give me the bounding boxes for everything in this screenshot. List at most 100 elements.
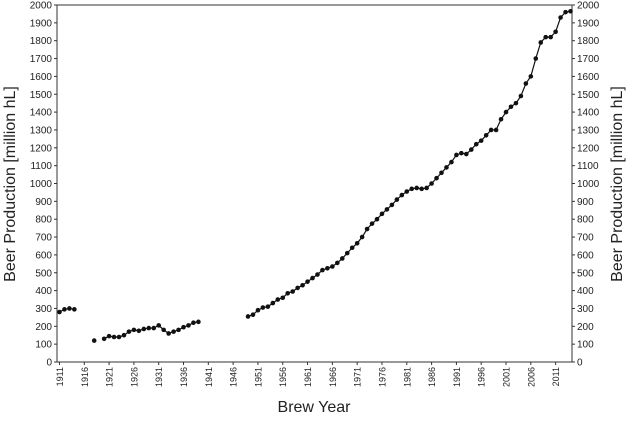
data-point xyxy=(459,150,464,156)
x-tick-label: 1956 xyxy=(278,367,288,387)
data-point xyxy=(67,306,72,311)
x-tick-label: 1911 xyxy=(55,367,65,386)
data-point xyxy=(62,307,67,312)
data-point xyxy=(325,265,330,271)
y-tick-label: 900 xyxy=(35,197,52,208)
y2-tick-label: 400 xyxy=(577,286,594,297)
data-point xyxy=(191,320,196,326)
x-tick-label: 2011 xyxy=(551,367,561,386)
x-tick-label: 1966 xyxy=(328,367,338,387)
y2-tick-label: 1800 xyxy=(577,36,600,47)
y-tick-label: 400 xyxy=(35,286,52,297)
data-point xyxy=(176,327,181,333)
data-point xyxy=(394,197,400,202)
data-point xyxy=(300,282,305,288)
data-point xyxy=(181,324,186,330)
y-tick-label: 1700 xyxy=(30,54,53,65)
data-point xyxy=(384,207,390,212)
y2-tick-label: 1900 xyxy=(577,18,600,29)
x-axis-title: Brew Year xyxy=(278,399,352,416)
data-point xyxy=(250,312,256,317)
data-point xyxy=(151,325,157,331)
y-axis-title: Beer Production [million hL] xyxy=(2,86,19,282)
data-point xyxy=(315,272,320,277)
data-point xyxy=(295,285,300,291)
x-tick-label: 1991 xyxy=(452,367,462,387)
data-point xyxy=(57,309,62,315)
data-point xyxy=(533,56,539,61)
y2-tick-label: 2000 xyxy=(577,1,600,12)
data-point xyxy=(335,260,340,266)
data-point xyxy=(320,267,325,273)
x-tick-label: 1986 xyxy=(427,367,437,387)
data-point xyxy=(568,8,573,14)
y-tick-label: 200 xyxy=(35,322,52,333)
y-tick-label: 700 xyxy=(35,233,52,244)
data-point xyxy=(503,109,509,115)
plot-frame xyxy=(56,4,573,363)
x-tick-label: 1941 xyxy=(204,367,214,387)
x-tick-label: 1981 xyxy=(402,367,412,387)
y-tick-label: 1000 xyxy=(30,179,53,190)
data-point xyxy=(126,329,132,334)
data-point xyxy=(483,133,489,138)
data-point xyxy=(468,147,474,152)
data-point xyxy=(121,332,127,338)
data-point xyxy=(528,74,534,79)
data-point xyxy=(275,297,281,302)
y-tick-label: 800 xyxy=(35,215,52,226)
data-point xyxy=(399,192,405,198)
data-point xyxy=(538,40,544,45)
data-point xyxy=(344,250,350,256)
y2-tick-label: 1700 xyxy=(577,54,600,65)
data-point xyxy=(404,189,410,194)
y2-tick-label: 700 xyxy=(577,233,594,244)
data-point xyxy=(449,159,454,165)
data-point xyxy=(548,34,553,40)
y-tick-label: 0 xyxy=(46,358,52,369)
data-point xyxy=(270,300,276,306)
y2-tick-label: 0 xyxy=(577,358,583,369)
y2-tick-label: 1100 xyxy=(577,161,599,172)
data-point xyxy=(131,327,137,333)
data-point xyxy=(498,116,504,122)
x-tick-label: 1961 xyxy=(303,367,313,387)
data-point xyxy=(518,93,524,99)
y2-tick-label: 600 xyxy=(577,250,594,261)
y-tick-label: 600 xyxy=(35,250,52,261)
y2-tick-label: 800 xyxy=(577,215,594,226)
data-point xyxy=(171,329,176,334)
y2-tick-label: 1000 xyxy=(577,179,600,190)
y-tick-label: 1800 xyxy=(30,36,53,47)
data-point xyxy=(285,290,291,296)
x-tick-label: 1931 xyxy=(154,367,164,387)
y2-tick-label: 1600 xyxy=(577,72,600,83)
data-point xyxy=(563,9,568,15)
data-point xyxy=(359,234,365,240)
data-point xyxy=(141,326,147,332)
y-tick-label: 300 xyxy=(35,304,52,315)
data-line xyxy=(59,307,75,313)
data-point xyxy=(72,307,77,312)
data-point xyxy=(186,323,191,328)
data-point xyxy=(196,319,201,325)
data-point xyxy=(558,15,563,20)
y-tick-label: 1200 xyxy=(30,143,53,154)
y2-tick-label: 300 xyxy=(577,304,594,315)
y-tick-label: 1400 xyxy=(30,108,53,119)
y-tick-label: 1300 xyxy=(30,125,53,136)
y2-tick-label: 1400 xyxy=(577,108,600,119)
data-point xyxy=(91,338,97,343)
y2-tick-label: 1200 xyxy=(577,143,600,154)
data-point xyxy=(310,275,315,281)
data-point xyxy=(543,34,549,40)
y-tick-label: 1600 xyxy=(30,72,53,83)
data-point xyxy=(245,314,251,319)
x-tick-label: 2001 xyxy=(502,367,512,387)
data-point xyxy=(434,175,439,181)
y2-tick-label: 1500 xyxy=(577,90,600,101)
data-point xyxy=(493,127,499,133)
data-point xyxy=(513,100,519,106)
y-tick-label: 500 xyxy=(35,268,52,279)
